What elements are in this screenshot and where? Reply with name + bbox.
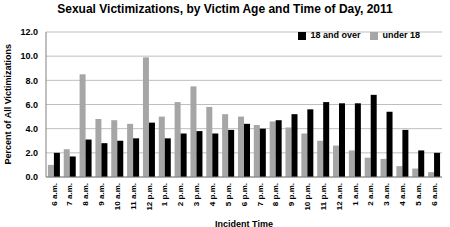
svg-text:11 a.m.: 11 a.m. [129,183,138,210]
html-text:18 and over: 18 and over [310,30,361,40]
svg-text:12 p.m.: 12 p.m. [145,183,154,211]
svg-text:10 a.m.: 10 a.m. [113,183,122,210]
svg-text:2 a.m.: 2 a.m. [366,183,375,206]
svg-text:5 p.m.: 5 p.m. [224,183,233,206]
svg-text:10.0: 10.0 [20,51,38,61]
svg-text:0.0: 0.0 [25,172,38,182]
svg-text:11 p.m.: 11 p.m. [319,183,328,210]
svg-text:6 a.m.: 6 a.m. [430,183,439,206]
svg-text:10 p.m.: 10 p.m. [303,183,312,211]
svg-text:4 p.m.: 4 p.m. [208,183,217,206]
svg-text:Percent of All Victimizations: Percent of All Victimizations [8,44,13,165]
svg-text:2 p.m.: 2 p.m. [176,183,185,206]
svg-text:8 a.m.: 8 a.m. [81,183,90,206]
html-text:under 18: under 18 [382,30,420,40]
svg-text:7 p.m.: 7 p.m. [256,183,265,206]
svg-text:3 p.m.: 3 p.m. [192,183,201,206]
svg-text:8.0: 8.0 [25,76,38,86]
svg-text:9 p.m.: 9 p.m. [287,183,296,206]
html-text:Sexual Victimizations, by Vict: Sexual Victimizations, by Victim Age and… [57,2,393,16]
svg-text:Incident Time: Incident Time [215,219,273,227]
svg-text:4 a.m.: 4 a.m. [398,183,407,206]
svg-text:6.0: 6.0 [25,100,38,110]
svg-text:6 a.m.: 6 a.m. [50,183,59,206]
svg-text:4.0: 4.0 [25,124,38,134]
svg-text:7 a.m.: 7 a.m. [65,183,74,206]
svg-text:1 p.m.: 1 p.m. [160,183,169,206]
svg-text:1 a.m.: 1 a.m. [351,183,360,206]
svg-text:9 a.m.: 9 a.m. [97,183,106,206]
svg-text:12.0: 12.0 [20,27,38,37]
svg-text:12 a.m.: 12 a.m. [335,183,344,210]
svg-text:8 p.m.: 8 p.m. [271,183,280,206]
svg-text:2.0: 2.0 [25,148,38,158]
svg-text:5 a.m.: 5 a.m. [414,183,423,206]
svg-text:6 p.m.: 6 p.m. [240,183,249,206]
svg-text:3 a.m.: 3 a.m. [382,183,391,206]
